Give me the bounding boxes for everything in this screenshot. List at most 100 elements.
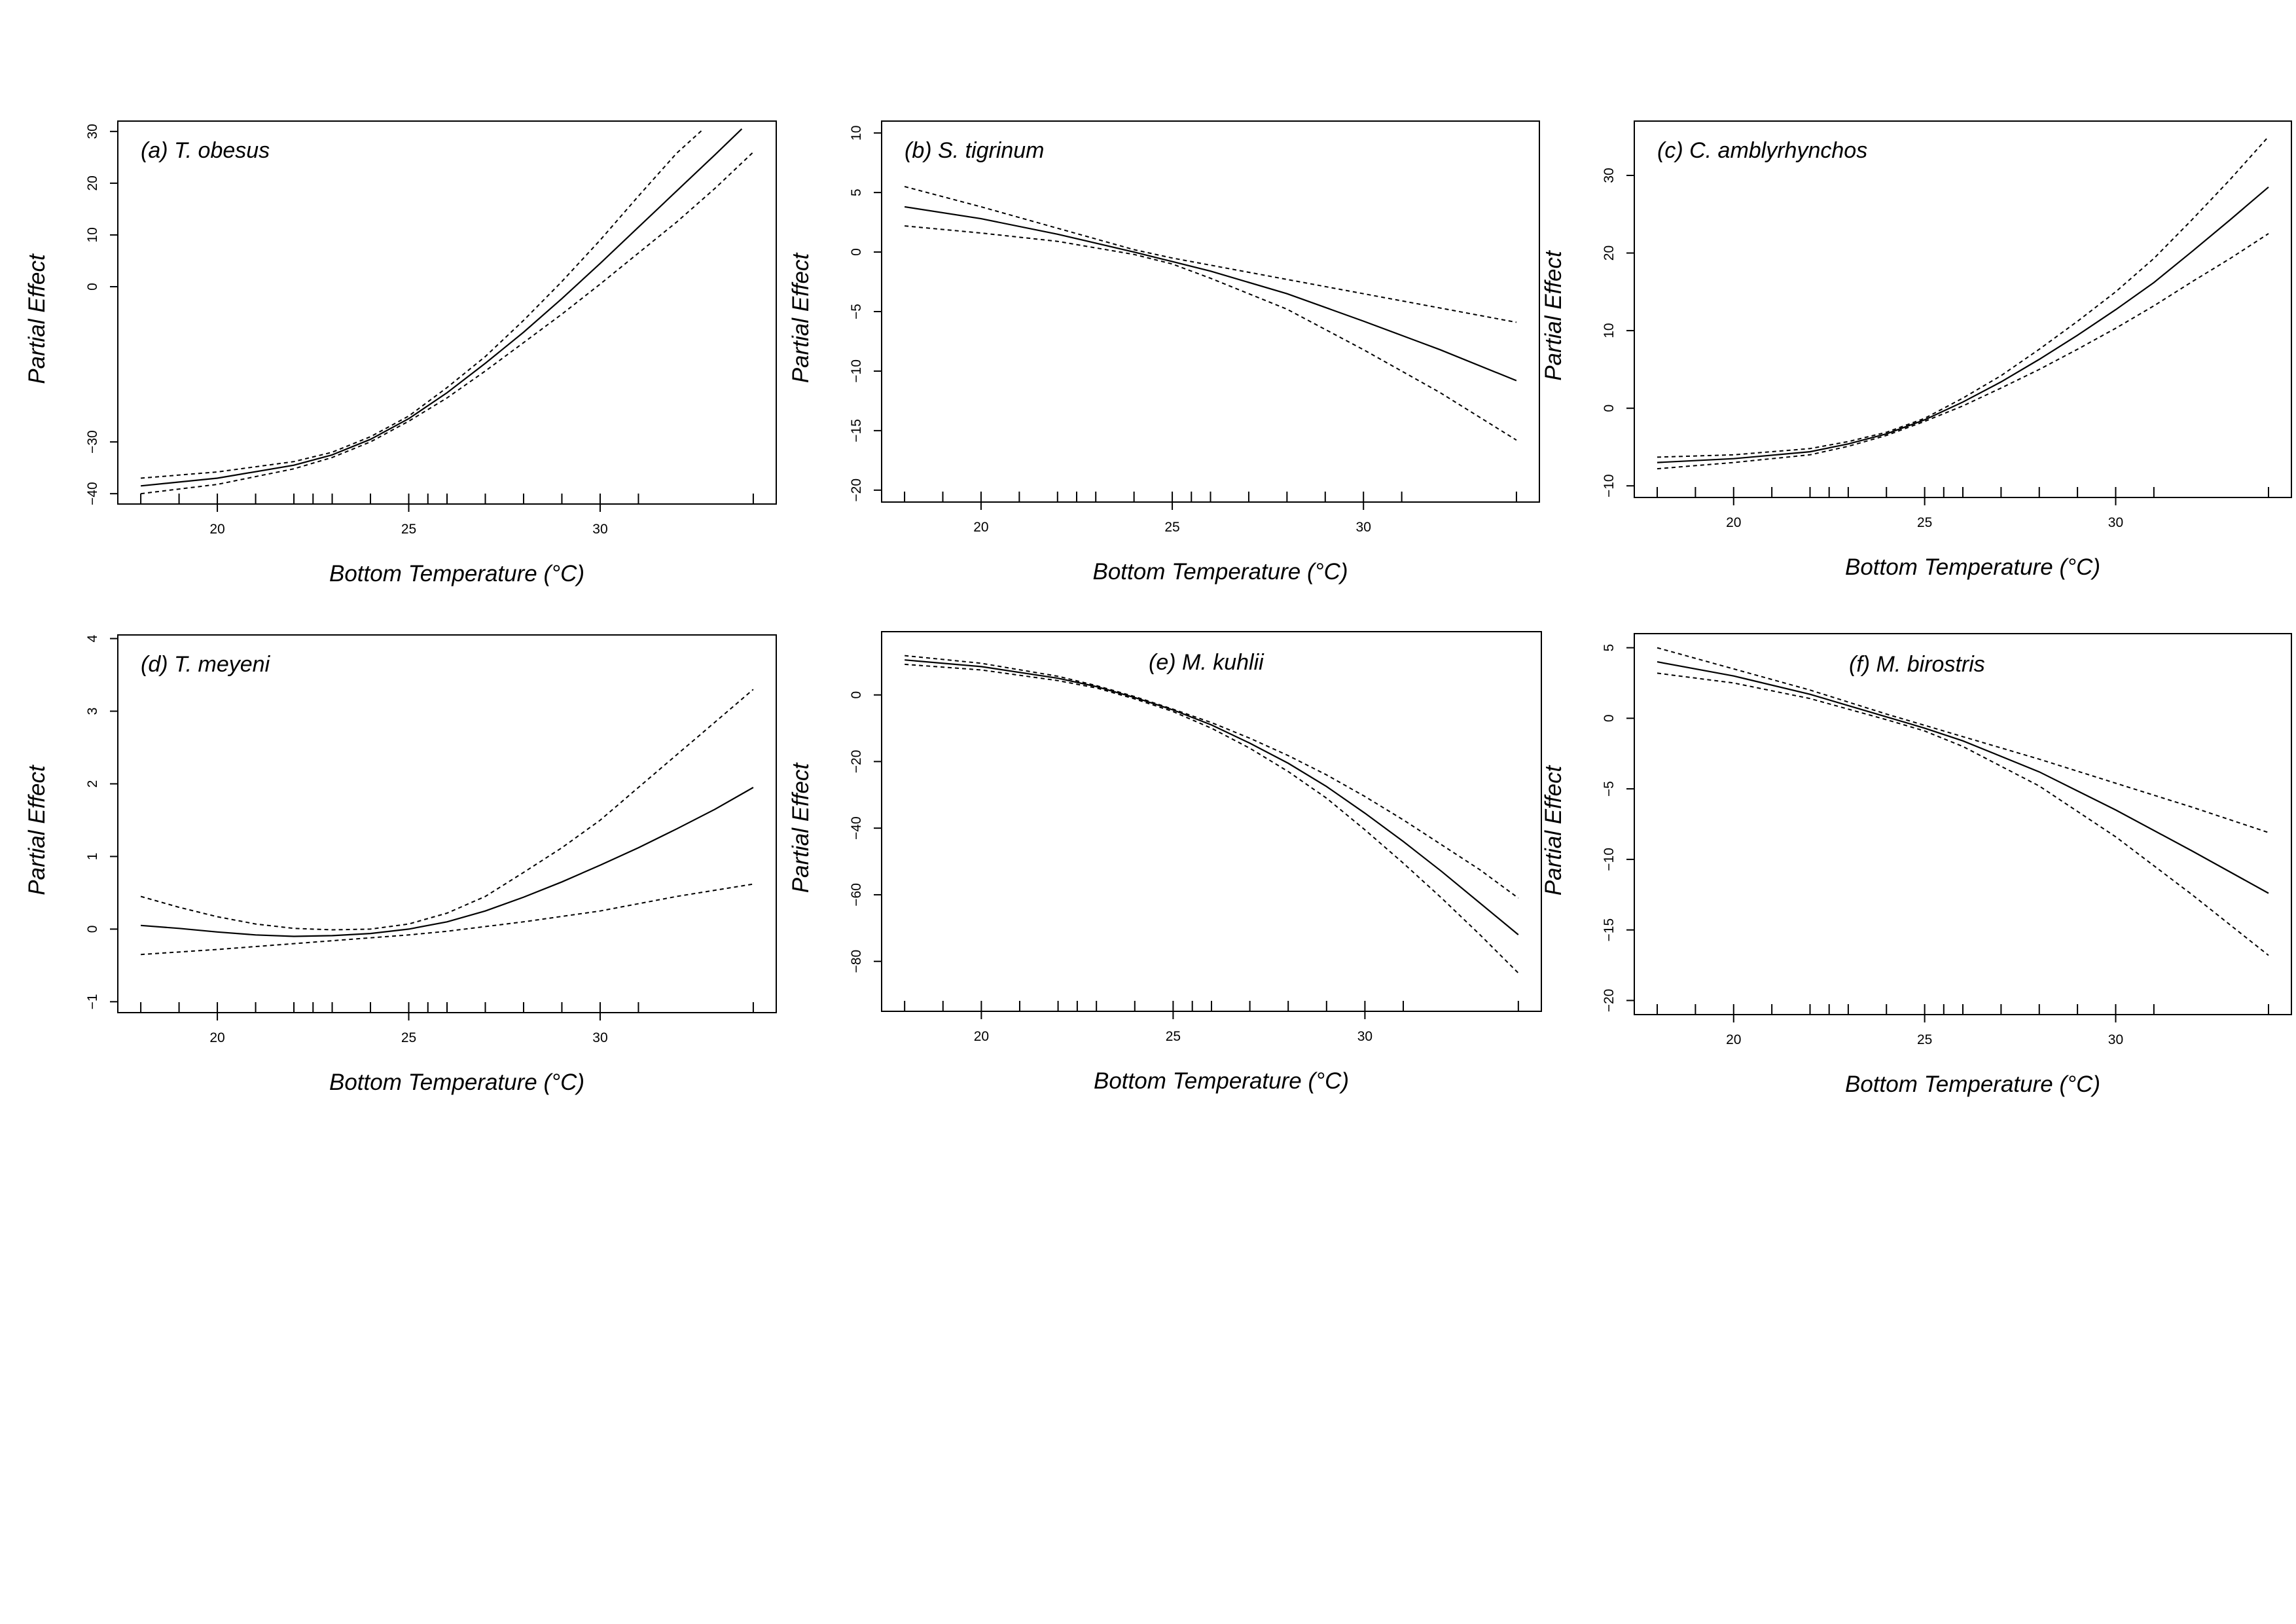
- y-tick-label: −10: [1602, 474, 1617, 497]
- x-axis-title: Bottom Temperature (°C): [1094, 1068, 1349, 1094]
- series-fit-line: [140, 128, 743, 487]
- y-tick-label: 2: [85, 780, 100, 788]
- plot-frame: [1634, 633, 2292, 1015]
- y-tick-label: −10: [849, 359, 864, 383]
- series-lower-line: [1657, 233, 2269, 470]
- y-tick-label: 10: [85, 227, 100, 242]
- y-tick-label: −80: [849, 950, 864, 973]
- plot-frame: [117, 120, 777, 505]
- x-tick-label: 25: [401, 1030, 416, 1045]
- x-tick-label: 30: [2108, 515, 2123, 530]
- series-fit-line: [905, 659, 1519, 935]
- x-tick-label: 30: [592, 522, 607, 537]
- y-tick-label: 30: [1602, 168, 1617, 183]
- series-lower-line: [140, 151, 754, 495]
- x-axis-title: Bottom Temperature (°C): [329, 561, 584, 586]
- y-tick-label: 30: [85, 124, 100, 139]
- y-tick-label: −20: [849, 750, 864, 774]
- x-axis-title: Bottom Temperature (°C): [1845, 554, 2100, 580]
- chart-panel-5: 20 25 30 −20 −15 −10 −5 0 5 (f) M. birostris Botto…: [1541, 633, 2292, 1097]
- y-tick-label: 5: [1602, 644, 1617, 652]
- y-axis-title: Partial Effect: [1541, 765, 1566, 896]
- y-tick-label: −40: [849, 816, 864, 840]
- y-tick-label: 20: [85, 175, 100, 190]
- y-tick-label: −20: [849, 478, 864, 502]
- chart-panel-3: 20 25 30 −1 0 1 2 3 4 (d) T. meyeni Bottom Tempera…: [24, 634, 777, 1095]
- y-axis-title: Partial Effect: [1541, 250, 1566, 381]
- y-tick-label: 0: [85, 926, 100, 933]
- x-tick-label: 30: [1357, 1029, 1372, 1044]
- y-tick-label: 3: [85, 708, 100, 715]
- y-tick-label: 10: [849, 126, 864, 141]
- plot-frame: [1634, 120, 2292, 498]
- y-tick-label: 10: [1602, 323, 1617, 338]
- y-tick-label: −15: [849, 419, 864, 442]
- y-tick-label: 0: [1602, 714, 1617, 722]
- plot-frame: [117, 634, 777, 1013]
- x-tick-label: 30: [2108, 1032, 2123, 1047]
- plot-frame: [881, 120, 1540, 503]
- y-tick-label: −40: [85, 482, 100, 505]
- y-axis-title: Partial Effect: [24, 253, 50, 384]
- series-lower-line: [905, 663, 1519, 974]
- x-axis-title: Bottom Temperature (°C): [1845, 1072, 2100, 1097]
- y-tick-label: 5: [849, 189, 864, 196]
- y-tick-label: −15: [1602, 918, 1617, 942]
- series-lower-line: [905, 225, 1517, 441]
- series-upper-line: [141, 128, 704, 479]
- panel-label: (a) T. obesus: [141, 138, 270, 163]
- series-fit-line: [141, 787, 754, 937]
- x-tick-label: 25: [1166, 1029, 1181, 1044]
- x-tick-label: 25: [1917, 515, 1932, 530]
- panel-label: (d) T. meyeni: [141, 652, 271, 677]
- series-fit-line: [1657, 661, 2269, 894]
- y-tick-label: −60: [849, 883, 864, 907]
- x-axis-title: Bottom Temperature (°C): [1092, 559, 1348, 585]
- x-tick-label: 25: [401, 522, 416, 537]
- panel-label: (f) M. birostris: [1849, 652, 1985, 677]
- series-lower-line: [1657, 672, 2269, 956]
- series-upper-line: [140, 689, 754, 931]
- y-tick-label: −5: [1602, 781, 1617, 797]
- series-upper-line: [905, 655, 1519, 899]
- chart-panel-4: 20 25 30 −80 −60 −40 −20 0 (e) M. kuhlii Bottom T…: [788, 631, 1542, 1094]
- series-upper-line: [904, 186, 1517, 323]
- panel-label: (c) C. amblyrhynchos: [1657, 138, 1867, 163]
- chart-panel-1: 20 25 30 −20 −15 −10 −5 0 5 10 (b) S. tigrinum Bott…: [788, 120, 1540, 585]
- y-tick-label: −30: [85, 430, 100, 454]
- y-tick-label: −5: [849, 304, 864, 319]
- series-fit-line: [1657, 186, 2269, 463]
- panel-label: (b) S. tigrinum: [905, 138, 1045, 163]
- y-tick-label: −1: [85, 994, 100, 1009]
- x-tick-label: 20: [1726, 1032, 1741, 1047]
- x-tick-label: 20: [1726, 515, 1741, 530]
- x-tick-label: 20: [209, 522, 224, 537]
- series-upper-line: [1657, 136, 2269, 458]
- panel-label: (e) M. kuhlii: [1149, 650, 1265, 675]
- plot-frame: [881, 631, 1542, 1012]
- x-tick-label: 30: [1356, 520, 1371, 535]
- y-axis-title: Partial Effect: [24, 765, 50, 895]
- y-tick-label: 4: [85, 634, 100, 642]
- x-tick-label: 20: [974, 1029, 989, 1044]
- chart-panel-0: 20 25 30 −40 −30 0 10 20 30 (a) T. obesus Bottom T…: [24, 120, 777, 586]
- series-lower-line: [141, 883, 754, 956]
- x-tick-label: 25: [1164, 520, 1179, 535]
- y-axis-title: Partial Effect: [788, 253, 814, 384]
- y-tick-label: 0: [1602, 405, 1617, 412]
- y-tick-label: 20: [1602, 245, 1617, 261]
- x-tick-label: 25: [1917, 1032, 1932, 1047]
- x-tick-label: 20: [209, 1030, 224, 1045]
- y-tick-label: 0: [849, 248, 864, 256]
- series-upper-line: [1657, 647, 2269, 833]
- series-fit-line: [904, 206, 1517, 382]
- x-tick-label: 20: [973, 520, 988, 535]
- y-tick-label: −10: [1602, 848, 1617, 871]
- y-tick-label: 0: [849, 691, 864, 699]
- x-axis-title: Bottom Temperature (°C): [329, 1070, 584, 1095]
- y-tick-label: 0: [85, 283, 100, 291]
- y-tick-label: 1: [85, 853, 100, 861]
- chart-panel-2: 20 25 30 −10 0 10 20 30 (c) C. amblyrhynchos Bott…: [1541, 120, 2292, 580]
